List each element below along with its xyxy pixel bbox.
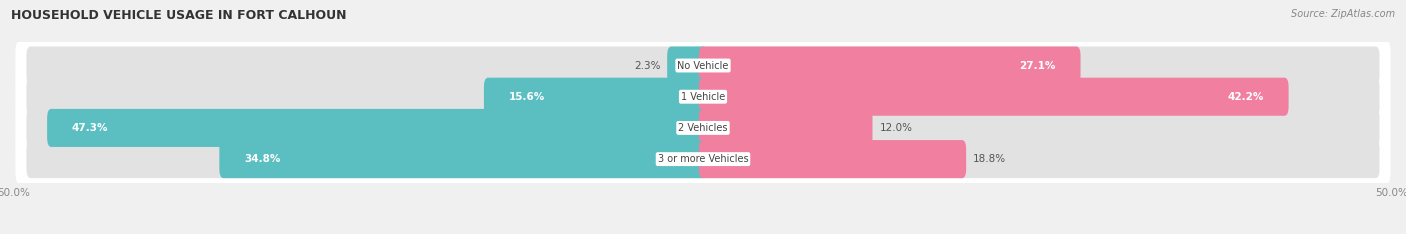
Text: 1 Vehicle: 1 Vehicle — [681, 92, 725, 102]
FancyBboxPatch shape — [27, 47, 1379, 84]
FancyBboxPatch shape — [27, 140, 1379, 178]
FancyBboxPatch shape — [27, 78, 1379, 116]
FancyBboxPatch shape — [219, 140, 707, 178]
FancyBboxPatch shape — [484, 78, 707, 116]
Text: 42.2%: 42.2% — [1227, 92, 1264, 102]
FancyBboxPatch shape — [699, 78, 1289, 116]
FancyBboxPatch shape — [15, 102, 1391, 154]
FancyBboxPatch shape — [699, 47, 1081, 84]
Text: 2.3%: 2.3% — [634, 61, 661, 70]
Text: 12.0%: 12.0% — [879, 123, 912, 133]
FancyBboxPatch shape — [15, 40, 1391, 91]
Text: 3 or more Vehicles: 3 or more Vehicles — [658, 154, 748, 164]
Text: 18.8%: 18.8% — [973, 154, 1007, 164]
Text: 47.3%: 47.3% — [72, 123, 108, 133]
FancyBboxPatch shape — [699, 109, 873, 147]
FancyBboxPatch shape — [48, 109, 707, 147]
FancyBboxPatch shape — [15, 71, 1391, 122]
Text: 15.6%: 15.6% — [509, 92, 546, 102]
Text: 34.8%: 34.8% — [245, 154, 281, 164]
Text: HOUSEHOLD VEHICLE USAGE IN FORT CALHOUN: HOUSEHOLD VEHICLE USAGE IN FORT CALHOUN — [11, 9, 347, 22]
Text: 27.1%: 27.1% — [1019, 61, 1056, 70]
Text: No Vehicle: No Vehicle — [678, 61, 728, 70]
FancyBboxPatch shape — [27, 109, 1379, 147]
FancyBboxPatch shape — [699, 140, 966, 178]
Text: Source: ZipAtlas.com: Source: ZipAtlas.com — [1291, 9, 1395, 19]
Text: 2 Vehicles: 2 Vehicles — [678, 123, 728, 133]
FancyBboxPatch shape — [15, 133, 1391, 185]
FancyBboxPatch shape — [668, 47, 707, 84]
